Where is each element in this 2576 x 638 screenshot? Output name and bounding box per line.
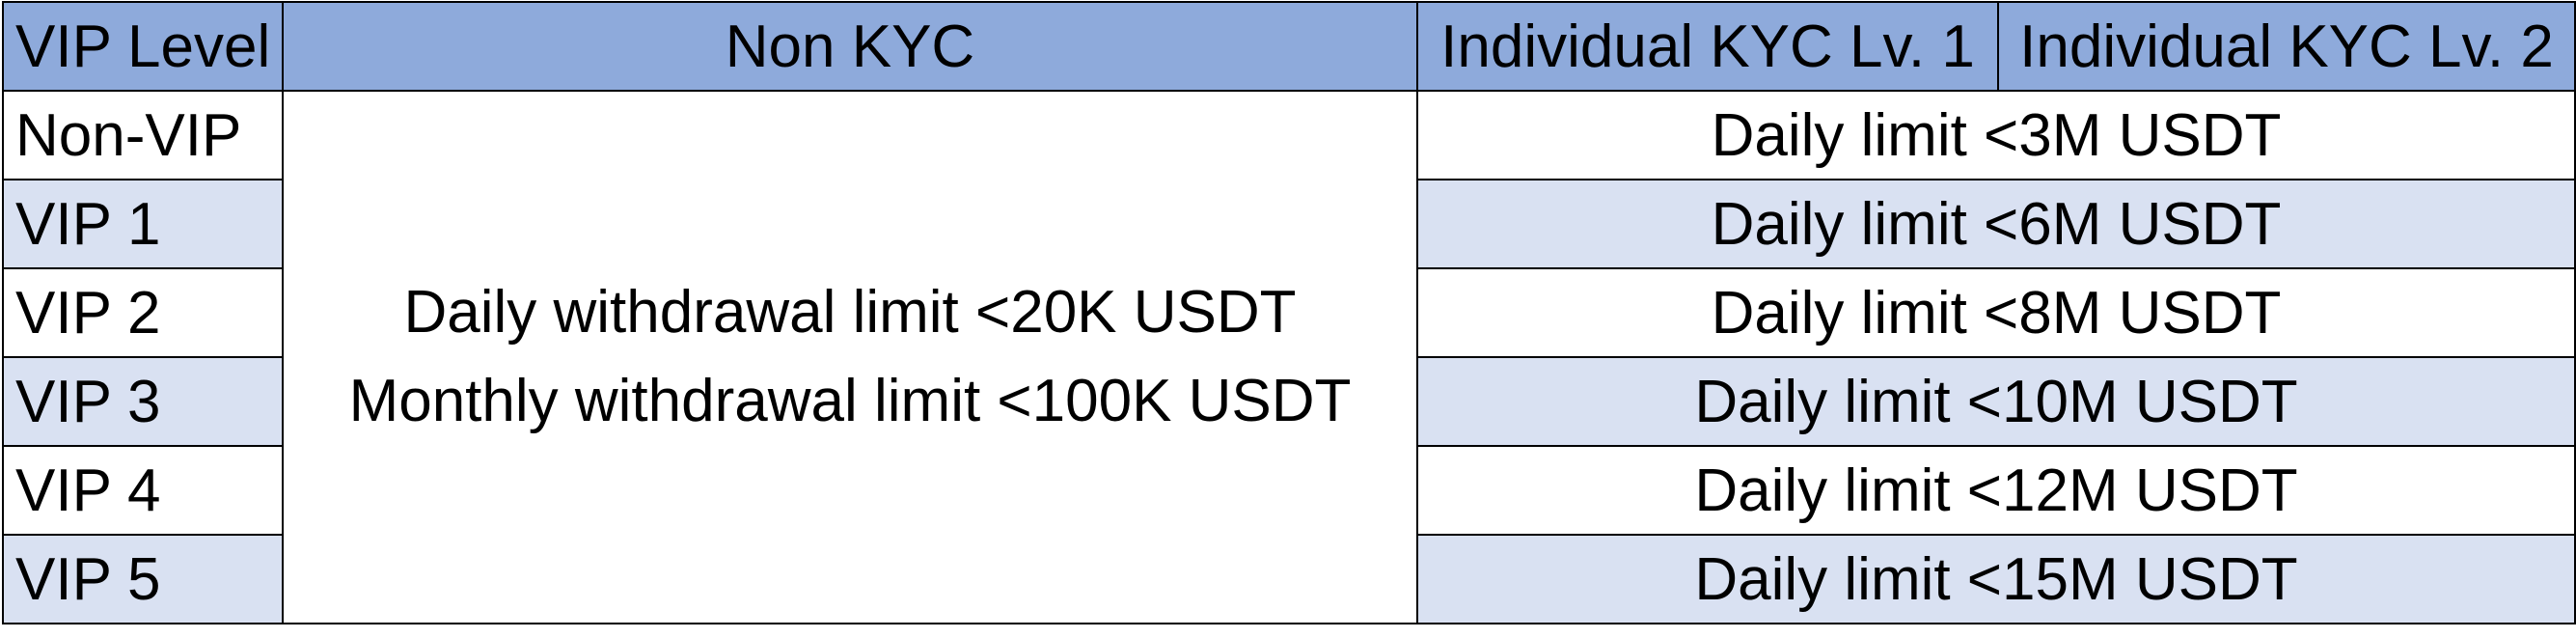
kyc-limit-cell: Daily limit <8M USDT: [1416, 267, 2576, 358]
vip-level-cell: VIP 5: [2, 534, 284, 624]
non-kyc-limit-cell: Daily withdrawal limit <20K USDT Monthly…: [282, 90, 1418, 624]
vip-level-cell: VIP 4: [2, 445, 284, 536]
table-row: Non-VIP Daily withdrawal limit <20K USDT…: [2, 90, 2576, 624]
vip-withdrawal-limits-table: VIP Level Non KYC Individual KYC Lv. 1 I…: [2, 1, 2576, 624]
header-vip-level: VIP Level: [2, 1, 284, 92]
vip-level-cell: VIP 1: [2, 179, 284, 269]
header-non-kyc: Non KYC: [282, 1, 1418, 92]
header-row: VIP Level Non KYC Individual KYC Lv. 1 I…: [2, 1, 2576, 92]
kyc-limit-cell: Daily limit <6M USDT: [1416, 179, 2576, 269]
header-kyc-lv1: Individual KYC Lv. 1: [1416, 1, 1999, 92]
table-row: VIP 2 Daily limit <8M USDT: [2, 267, 2576, 358]
kyc-limit-cell: Daily limit <10M USDT: [1416, 356, 2576, 447]
kyc-limit-cell: Daily limit <3M USDT: [1416, 90, 2576, 180]
table-body: Non-VIP Daily withdrawal limit <20K USDT…: [2, 90, 2576, 624]
kyc-limit-cell: Daily limit <12M USDT: [1416, 445, 2576, 536]
non-kyc-monthly-limit: Monthly withdrawal limit <100K USDT: [348, 368, 1352, 434]
kyc-limit-cell: Daily limit <15M USDT: [1416, 534, 2576, 624]
table-header: VIP Level Non KYC Individual KYC Lv. 1 I…: [2, 1, 2576, 92]
table-row: VIP 4 Daily limit <12M USDT: [2, 445, 2576, 536]
vip-level-cell: VIP 2: [2, 267, 284, 358]
table-row: VIP 3 Daily limit <10M USDT: [2, 356, 2576, 447]
vip-level-cell: VIP 3: [2, 356, 284, 447]
header-kyc-lv2: Individual KYC Lv. 2: [1997, 1, 2576, 92]
vip-level-cell: Non-VIP: [2, 90, 284, 180]
non-kyc-daily-limit: Daily withdrawal limit <20K USDT: [403, 279, 1297, 346]
table-row: VIP 1 Daily limit <6M USDT: [2, 179, 2576, 269]
table-row: VIP 5 Daily limit <15M USDT: [2, 534, 2576, 624]
